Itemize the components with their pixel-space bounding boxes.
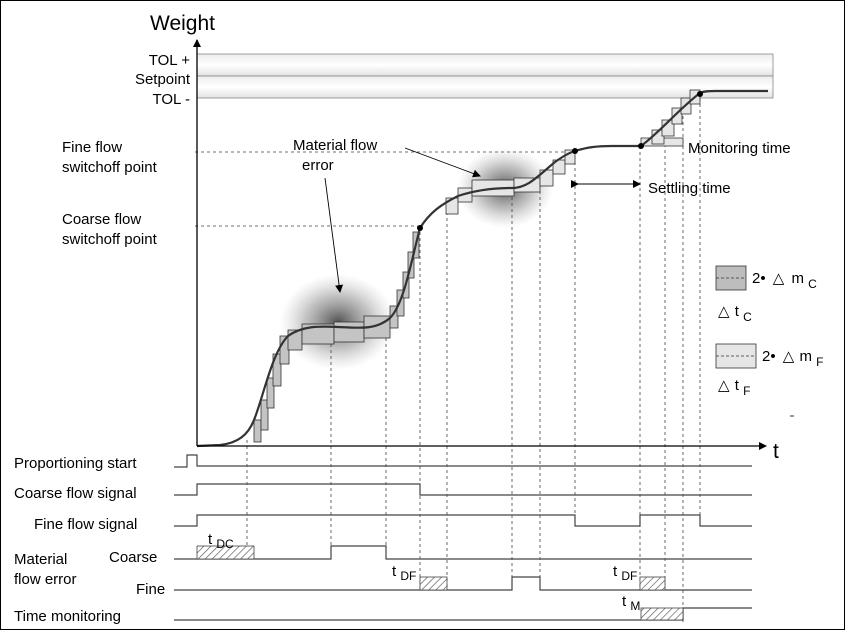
settling-time-label: Settling time xyxy=(648,180,731,197)
legend-coarse-t: t xyxy=(735,303,740,320)
tol-minus-label: TOL - xyxy=(152,91,190,108)
legend-coarse-prefix: 2• xyxy=(752,270,766,287)
fine-lane-label: Fine xyxy=(136,581,165,598)
legend-fine-t-sub: F xyxy=(743,384,750,398)
signal-lanes: Proportioning start Coarse flow signal F… xyxy=(14,454,752,625)
svg-text:t DF: t DF xyxy=(613,563,637,583)
legend-fine-delta-t: △ xyxy=(718,377,730,394)
coarse-lane-label: Coarse xyxy=(109,549,157,566)
coarse-switchoff-dot xyxy=(417,225,423,231)
proportioning-start-label: Proportioning start xyxy=(14,455,137,472)
fine-flow-signal-trace xyxy=(174,514,752,527)
flow-error-arrow-down xyxy=(324,177,344,293)
tol-minus-band xyxy=(196,75,774,99)
proportioning-start-trace xyxy=(174,454,752,468)
t-df-hatch-1 xyxy=(419,576,448,591)
coarse-flow-signal-label: Coarse flow signal xyxy=(14,485,137,502)
t-df-1-sub: DF xyxy=(400,569,416,583)
t-dc-t: t xyxy=(208,531,213,548)
monitoring-time-label: Monitoring time xyxy=(688,140,791,157)
legend-fine: 2• △ m F △ t F xyxy=(715,343,824,398)
legend-fine-delta: △ xyxy=(783,348,795,365)
t-df-hatch-2 xyxy=(639,576,666,591)
tol-plus-band xyxy=(196,53,774,77)
fine-switch-label-1: Fine flow xyxy=(62,139,122,156)
legend-coarse: 2• △ m C △ t C xyxy=(715,265,817,324)
coarse-switch-label-2: switchoff point xyxy=(62,231,158,248)
legend-coarse-t-sub: C xyxy=(743,310,752,324)
tol-plus-label: TOL + xyxy=(149,52,191,69)
t-m-hatch xyxy=(640,607,684,621)
legend-coarse-m: m xyxy=(791,270,804,287)
svg-text:△ t F: △ t F xyxy=(718,377,750,398)
flow-error-label: flow error xyxy=(14,571,77,588)
material-flow-error-label-2: error xyxy=(302,157,334,174)
legend-coarse-m-sub: C xyxy=(808,277,817,291)
t-dc-hatch xyxy=(196,545,255,560)
material-flow-error-label-1: Material flow xyxy=(293,137,377,154)
reference-lines xyxy=(195,92,701,622)
t-df-2-t: t xyxy=(613,563,618,580)
svg-text:2• △ m F: 2• △ m F xyxy=(762,348,824,369)
fine-switchoff-dot xyxy=(572,148,578,154)
legend-fine-t: t xyxy=(735,377,740,394)
legend-fine-m-sub: F xyxy=(816,355,823,369)
legend-coarse-delta: △ xyxy=(773,270,785,287)
step-boxes xyxy=(253,89,701,443)
final-dot xyxy=(697,91,703,97)
t-df-1-t: t xyxy=(392,563,397,580)
y-axis-label: Weight xyxy=(150,12,215,35)
setpoint-label: Setpoint xyxy=(135,71,191,88)
svg-text:t DF: t DF xyxy=(392,563,416,583)
monitoring-start-dot xyxy=(638,143,644,149)
svg-text:t DC: t DC xyxy=(208,531,234,551)
svg-text:t M: t M xyxy=(622,593,640,613)
svg-text:2• △ m C: 2• △ m C xyxy=(752,270,817,291)
legend-fine-m: m xyxy=(799,348,812,365)
fine-switch-label-2: switchoff point xyxy=(62,159,158,176)
fine-flow-signal-label: Fine flow signal xyxy=(34,516,137,533)
svg-text:△ t C: △ t C xyxy=(718,303,752,324)
t-dc-sub: DC xyxy=(216,537,234,551)
x-axis-label: t xyxy=(773,440,779,463)
tolerance-bands xyxy=(196,53,774,99)
coarse-flow-signal-trace xyxy=(174,483,752,496)
t-m-t: t xyxy=(622,593,627,610)
legend-coarse-delta-t: △ xyxy=(718,303,730,320)
coarse-switch-label-1: Coarse flow xyxy=(62,211,141,228)
t-m-sub: M xyxy=(630,599,640,613)
fine-error-trace xyxy=(174,576,752,591)
material-label: Material xyxy=(14,551,67,568)
legend-fine-prefix: 2• xyxy=(762,348,776,365)
flow-error-arrow-right xyxy=(404,147,481,178)
time-monitoring-label: Time monitoring xyxy=(14,608,121,625)
t-df-2-sub: DF xyxy=(621,569,637,583)
coarse-error-trace xyxy=(174,545,752,560)
